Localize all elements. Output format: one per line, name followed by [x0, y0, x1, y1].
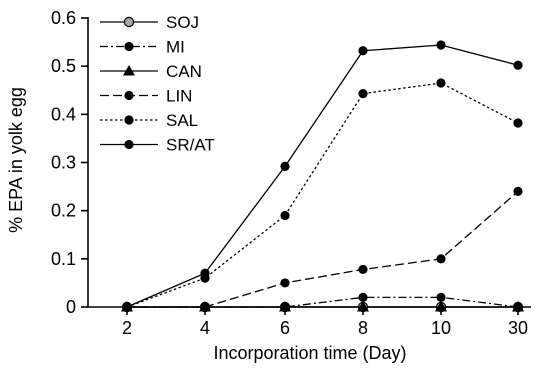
- data-point: [358, 292, 368, 302]
- legend-marker: [124, 115, 134, 125]
- data-point: [436, 254, 446, 264]
- legend-label: SR/AT: [166, 136, 215, 155]
- y-tick-label: 0.2: [51, 201, 76, 221]
- x-axis-label: Incorporation time (Day): [213, 343, 406, 363]
- legend-item: SOJ: [100, 13, 199, 32]
- legend-marker: [124, 139, 134, 150]
- legend-item: LIN: [100, 87, 192, 106]
- legend-label: SAL: [166, 111, 198, 130]
- y-tick-label: 0: [66, 297, 76, 317]
- series-lin: [122, 186, 523, 312]
- data-point: [280, 210, 290, 221]
- data-point: [200, 268, 210, 278]
- y-tick-label: 0.1: [51, 249, 76, 269]
- legend-marker: [124, 90, 134, 101]
- x-tick-label: 2: [122, 318, 132, 338]
- data-point: [358, 89, 368, 99]
- legend-item: SAL: [100, 111, 198, 130]
- data-point: [436, 78, 446, 88]
- x-tick-label: 8: [358, 318, 368, 338]
- x-tick-label: 4: [200, 318, 210, 338]
- legend-item: MI: [100, 38, 185, 57]
- legend-marker: [123, 16, 135, 28]
- series-mi: [122, 292, 523, 312]
- x-tick-label: 30: [508, 318, 528, 338]
- data-point: [280, 161, 290, 171]
- series-line: [126, 82, 519, 308]
- legend-item: SR/AT: [100, 136, 215, 155]
- data-point: [358, 46, 368, 56]
- legend-marker: [124, 41, 134, 52]
- axes: 0 0.1 0.2 0.3 0.4 0.5 0.6 2 4 6 8 10 30: [51, 8, 531, 338]
- y-axis-label: % EPA in yolk egg: [6, 87, 26, 233]
- data-point: [436, 40, 446, 50]
- y-tick-label: 0.4: [51, 104, 76, 124]
- legend-label: SOJ: [166, 13, 199, 32]
- series-layer: [121, 40, 524, 313]
- legend: SOJ MI CAN LIN SAL SR/AT: [100, 13, 215, 155]
- legend-item: CAN: [100, 62, 202, 81]
- data-point: [200, 302, 210, 312]
- data-point: [436, 292, 446, 302]
- legend-marker: [123, 65, 135, 76]
- data-point: [357, 301, 369, 312]
- data-point: [279, 301, 291, 312]
- data-point: [513, 60, 523, 70]
- data-point: [280, 278, 290, 288]
- x-tick-label: 6: [280, 318, 290, 338]
- y-tick-label: 0.6: [51, 8, 76, 28]
- x-tick-label: 10: [431, 318, 451, 338]
- legend-label: LIN: [166, 87, 192, 106]
- data-point: [513, 186, 523, 196]
- y-tick-label: 0.5: [51, 56, 76, 76]
- series-line: [126, 44, 519, 308]
- series-sr-at: [122, 40, 523, 312]
- series-line: [127, 296, 519, 308]
- data-point: [358, 264, 368, 275]
- y-tick-label: 0.3: [51, 153, 76, 173]
- legend-label: MI: [166, 38, 185, 57]
- series-line: [127, 190, 519, 308]
- data-point: [122, 302, 132, 312]
- legend-label: CAN: [166, 62, 202, 81]
- data-point: [512, 301, 524, 312]
- data-point: [435, 301, 447, 312]
- data-point: [513, 118, 523, 128]
